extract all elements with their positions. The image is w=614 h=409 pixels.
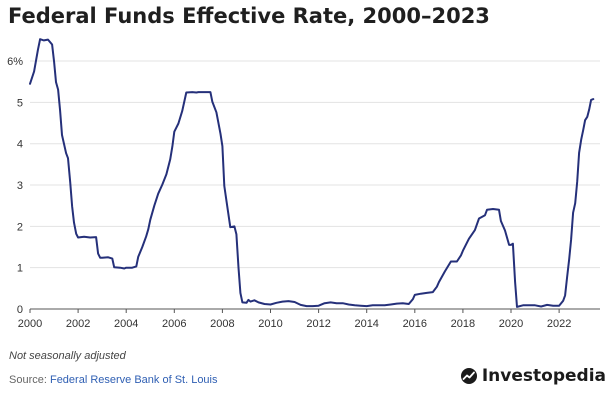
investopedia-logo-icon: [460, 367, 478, 385]
x-tick-label: 2000: [18, 318, 42, 330]
y-tick-label: 1: [17, 263, 23, 275]
source-link[interactable]: Federal Reserve Bank of St. Louis: [49, 374, 218, 386]
footnote: Not seasonally adjusted: [9, 350, 126, 362]
x-tick-label: 2016: [403, 318, 427, 330]
x-tick-label: 2002: [66, 318, 90, 330]
source-line: Source: Federal Reserve Bank of St. Loui…: [9, 374, 218, 386]
brand-logo: Investopedia: [460, 366, 606, 386]
x-tick-label: 2022: [547, 318, 571, 330]
x-tick-label: 2018: [451, 318, 475, 330]
rate-series-line: [29, 38, 595, 308]
x-tick-label: 2008: [210, 318, 234, 330]
y-tick-label: 5: [17, 97, 23, 109]
x-tick-label: 2006: [162, 318, 186, 330]
chart-title: Federal Funds Effective Rate, 2000–2023: [8, 4, 490, 28]
x-tick-label: 2020: [499, 318, 523, 330]
y-tick-label: 3: [17, 180, 23, 192]
x-tick-label: 2010: [258, 318, 282, 330]
x-tick-label: 2014: [354, 318, 378, 330]
y-tick-label: 0: [17, 304, 23, 316]
y-tick-label: 2: [17, 221, 23, 233]
x-tick-label: 2012: [306, 318, 330, 330]
x-tick-label: 2004: [114, 318, 138, 330]
y-tick-label: 6%: [7, 56, 23, 68]
brand-name: Investopedia: [481, 366, 606, 386]
source-prefix: Source:: [9, 374, 50, 386]
y-tick-label: 4: [17, 139, 23, 151]
